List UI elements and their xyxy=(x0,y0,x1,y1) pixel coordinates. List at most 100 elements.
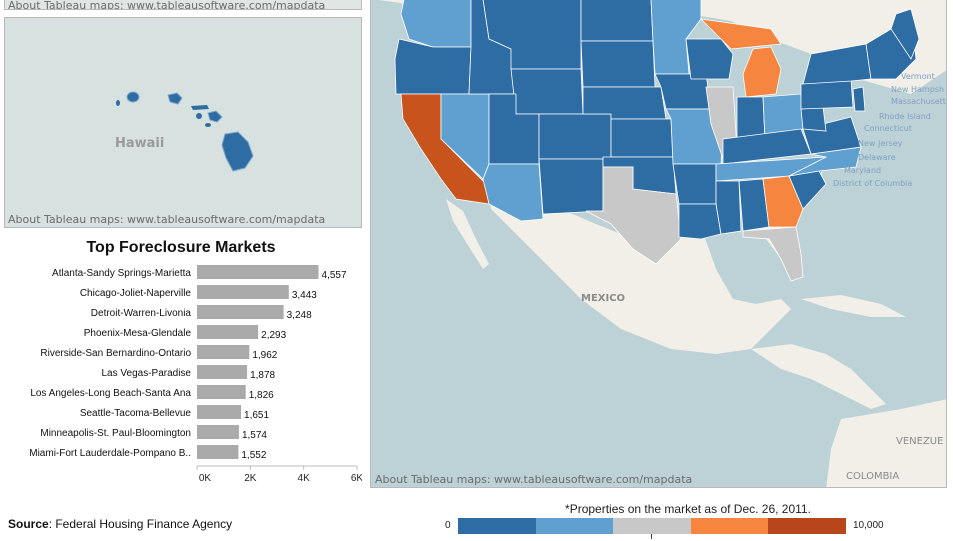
color-legend[interactable] xyxy=(458,518,846,534)
bar-value-label: 1,826 xyxy=(249,390,274,401)
new-jersey-label: New Jersey xyxy=(858,139,903,148)
big-island xyxy=(221,131,254,172)
bar[interactable] xyxy=(197,345,250,359)
colombia-label: COLOMBIA xyxy=(846,471,900,482)
bar-category-label: Las Vegas-Paradise xyxy=(101,368,191,379)
bar-category-label: Riverside-San Bernardino-Ontario xyxy=(40,348,191,359)
canada-land xyxy=(378,0,946,94)
molokai-island xyxy=(191,105,209,110)
bar-value-label: 2,293 xyxy=(261,330,286,341)
source-label: Source xyxy=(8,517,49,531)
bar[interactable] xyxy=(197,265,319,279)
lanai-island xyxy=(196,113,202,119)
bar[interactable] xyxy=(197,425,239,439)
bar[interactable] xyxy=(197,385,246,399)
bar-value-label: 1,962 xyxy=(252,350,277,361)
source-text: : Federal Housing Finance Agency xyxy=(48,517,233,531)
x-tick-label: 2K xyxy=(244,473,257,484)
mexico-label: MEXICO xyxy=(581,293,626,304)
state-minnesota xyxy=(650,0,702,75)
bar-value-label: 4,557 xyxy=(322,270,347,281)
massachusetts-label: Massachusett xyxy=(891,97,946,106)
state-wyoming xyxy=(510,68,584,115)
state-new-jersey xyxy=(852,86,866,112)
hawaii-map-credit[interactable]: About Tableau maps: www.tableausoftware.… xyxy=(8,213,326,226)
legend-swatch-4[interactable] xyxy=(768,518,846,534)
bar-value-label: 3,248 xyxy=(287,310,312,321)
kauai-island xyxy=(126,91,140,103)
x-tick-label: 0K xyxy=(199,473,212,484)
legend-max-label: 10,000 xyxy=(853,520,884,531)
bar-value-label: 1,878 xyxy=(250,370,275,381)
hawaii-label: Hawaii xyxy=(115,136,165,151)
state-new-mexico xyxy=(538,158,604,215)
new-hampshire-label: New Hampsh xyxy=(891,85,945,94)
state-louisiana xyxy=(678,203,722,240)
bar-category-label: Los Angeles-Long Beach-Santa Ana xyxy=(30,388,191,399)
state-arkansas xyxy=(672,163,717,205)
state-west-virginia xyxy=(800,106,827,132)
state-new-york xyxy=(802,43,872,85)
bar-category-label: Chicago-Joliet-Naperville xyxy=(80,288,192,299)
source-note: Source: Federal Housing Finance Agency xyxy=(8,517,232,531)
us-map-credit[interactable]: About Tableau maps: www.tableausoftware.… xyxy=(375,473,693,486)
bar[interactable] xyxy=(197,325,259,339)
state-texas xyxy=(585,166,682,265)
bar-value-label: 1,651 xyxy=(244,410,269,421)
state-north-dakota xyxy=(580,0,654,42)
legend-note: *Properties on the market as of Dec. 26,… xyxy=(565,502,811,516)
vermont-label: Vermont xyxy=(901,72,935,81)
legend-swatch-2[interactable] xyxy=(613,518,691,534)
x-tick-label: 6K xyxy=(351,473,362,484)
hawaii-inset-map[interactable]: Hawaii About Tableau maps: www.tableauso… xyxy=(4,17,362,228)
cuba-land xyxy=(801,295,906,317)
state-georgia xyxy=(762,175,804,228)
state-washington xyxy=(400,0,472,48)
niihau-island xyxy=(116,100,120,106)
state-colorado xyxy=(538,113,612,160)
alaska-inset-map[interactable]: About Tableau maps: www.tableausoftware.… xyxy=(4,0,362,10)
state-south-dakota xyxy=(580,40,656,88)
state-arizona xyxy=(482,163,544,222)
foreclosure-bar-chart: Atlanta-Sandy Springs-Marietta 4,557 Chica… xyxy=(29,265,362,484)
bar[interactable] xyxy=(197,305,284,319)
state-florida xyxy=(742,226,804,282)
state-oregon xyxy=(394,38,472,95)
alaska-map-credit[interactable]: About Tableau maps: www.tableausoftware.… xyxy=(8,0,326,10)
state-wisconsin xyxy=(685,38,734,80)
maui-island xyxy=(207,110,223,123)
bar[interactable] xyxy=(197,405,242,419)
legend-swatch-3[interactable] xyxy=(690,518,769,534)
bar-value-label: 1,574 xyxy=(242,430,267,441)
bar[interactable] xyxy=(197,365,248,379)
hawaii-islands xyxy=(116,91,254,172)
legend-swatch-0[interactable] xyxy=(458,518,536,534)
state-maine xyxy=(890,8,920,60)
bar-value-label: 1,552 xyxy=(241,450,266,461)
bar-category-label: Miami-Fort Lauderdale-Pompano B.. xyxy=(29,448,191,459)
chart-title: Top Foreclosure Markets xyxy=(86,239,276,256)
bar-value-label: 3,443 xyxy=(292,290,317,301)
map-shapes xyxy=(378,0,946,487)
state-michigan-upper xyxy=(699,18,782,50)
bar-category-label: Seattle-Tacoma-Bellevue xyxy=(80,408,192,419)
central-america-land xyxy=(751,344,886,409)
bar-category-label: Atlanta-Sandy Springs-Marietta xyxy=(52,268,191,279)
legend-swatch-1[interactable] xyxy=(535,518,614,534)
bar-category-label: Phoenix-Mesa-Glendale xyxy=(84,328,192,339)
us-foreclosure-map[interactable]: MEXICO VENEZUE COLOMBIA Vermont New Hamp… xyxy=(370,0,947,488)
baja-land xyxy=(446,199,489,269)
connecticut-label: Connecticut xyxy=(864,124,912,133)
delaware-label: Delaware xyxy=(858,153,896,162)
south-america-land xyxy=(826,399,946,487)
state-michigan xyxy=(742,46,782,98)
kahoolawe-island xyxy=(205,123,211,127)
x-tick-label: 4K xyxy=(298,473,311,484)
bar-category-label: Minneapolis-St. Paul-Bloomington xyxy=(40,428,191,439)
state-nebraska xyxy=(582,86,667,120)
bar[interactable] xyxy=(197,445,239,459)
bar[interactable] xyxy=(197,285,289,299)
rhode-island-label: Rhode Island xyxy=(879,112,931,121)
state-mississippi xyxy=(715,180,742,235)
state-kansas xyxy=(610,118,674,158)
